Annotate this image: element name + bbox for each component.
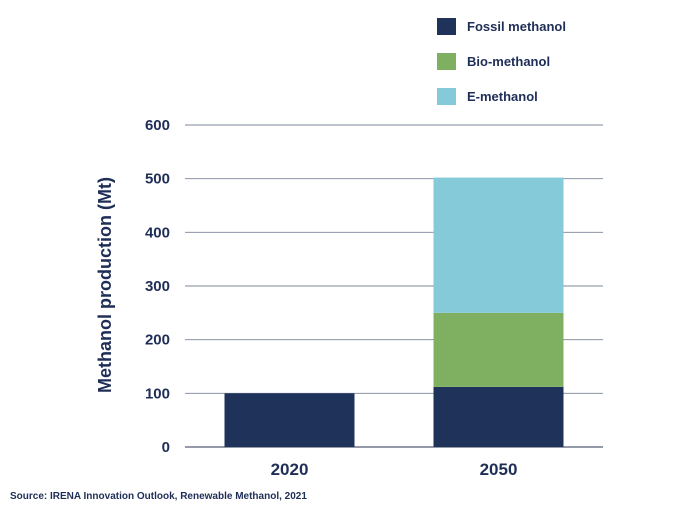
legend: Fossil methanol Bio-methanol E-methanol xyxy=(437,18,566,105)
bar-2050-bio-methanol xyxy=(433,312,564,387)
y-tick-label: 100 xyxy=(145,385,170,402)
y-tick-label: 600 xyxy=(145,117,170,134)
legend-swatch-2 xyxy=(437,53,456,70)
y-tick-label: 300 xyxy=(145,278,170,295)
legend-label-2: Bio-methanol xyxy=(467,54,550,69)
x-tick-label-2050: 2050 xyxy=(480,460,518,479)
y-axis-label: Methanol production (Mt) xyxy=(95,177,115,393)
bars xyxy=(224,177,564,447)
y-tick-label: 400 xyxy=(145,224,170,241)
legend-label-3: E-methanol xyxy=(467,89,538,104)
y-tick-label: 500 xyxy=(145,171,170,188)
legend-swatch-1 xyxy=(437,18,456,35)
y-axis-ticks: 0 100 200 300 400 500 600 xyxy=(145,117,170,456)
legend-label-1: Fossil methanol xyxy=(467,19,566,34)
x-tick-label-2020: 2020 xyxy=(271,460,309,479)
x-axis-ticks: 2020 2050 xyxy=(271,460,518,479)
y-tick-label: 0 xyxy=(162,439,170,456)
source-note: Source: IRENA Innovation Outlook, Renewa… xyxy=(10,491,307,502)
bar-2020-fossil-methanol xyxy=(224,393,355,447)
bar-2050-fossil-methanol xyxy=(433,386,564,447)
y-tick-label: 200 xyxy=(145,332,170,349)
bar-2050-e-methanol xyxy=(433,177,564,313)
legend-swatch-3 xyxy=(437,88,456,105)
